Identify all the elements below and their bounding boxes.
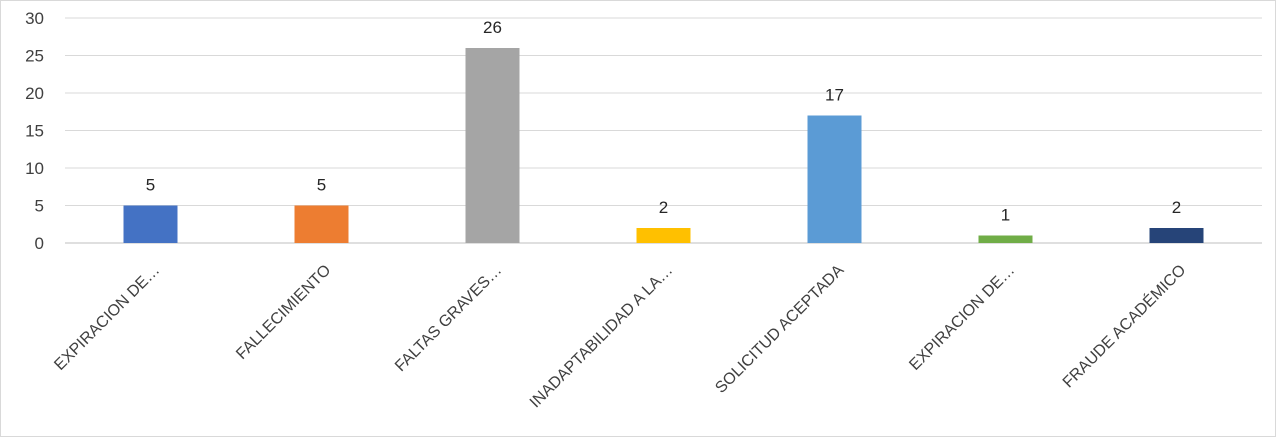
- bar: [636, 228, 691, 243]
- y-tick-label: 30: [25, 9, 44, 28]
- bar: [978, 235, 1033, 243]
- data-label: 5: [317, 176, 326, 195]
- category-label: FALLECIMIENTO: [233, 262, 334, 363]
- y-tick-label: 10: [25, 159, 44, 178]
- category-label: SOLICITUD ACEPTADA: [712, 262, 847, 397]
- y-tick-label: 15: [25, 122, 44, 141]
- data-label: 1: [1001, 206, 1010, 225]
- data-label: 17: [825, 86, 844, 105]
- bar: [465, 48, 520, 243]
- data-label: 2: [1172, 198, 1181, 217]
- category-label: INADAPTABILIDAD A LA…: [527, 262, 677, 412]
- data-label: 26: [483, 18, 502, 37]
- y-tick-label: 20: [25, 84, 44, 103]
- bar: [294, 205, 349, 243]
- bar: [123, 205, 178, 243]
- bar: [1149, 228, 1204, 243]
- bar: [807, 115, 862, 243]
- data-label: 2: [659, 198, 668, 217]
- category-label: EXPIRACION DE…: [51, 262, 163, 374]
- y-tick-label: 25: [25, 47, 44, 66]
- y-tick-label: 5: [35, 197, 44, 216]
- category-label: FALTAS GRAVES…: [392, 262, 505, 375]
- y-tick-label: 0: [35, 234, 44, 253]
- category-label: FRAUDE ACADÉMICO: [1058, 260, 1189, 391]
- data-label: 5: [146, 176, 155, 195]
- category-label: EXPIRACION DE…: [906, 262, 1018, 374]
